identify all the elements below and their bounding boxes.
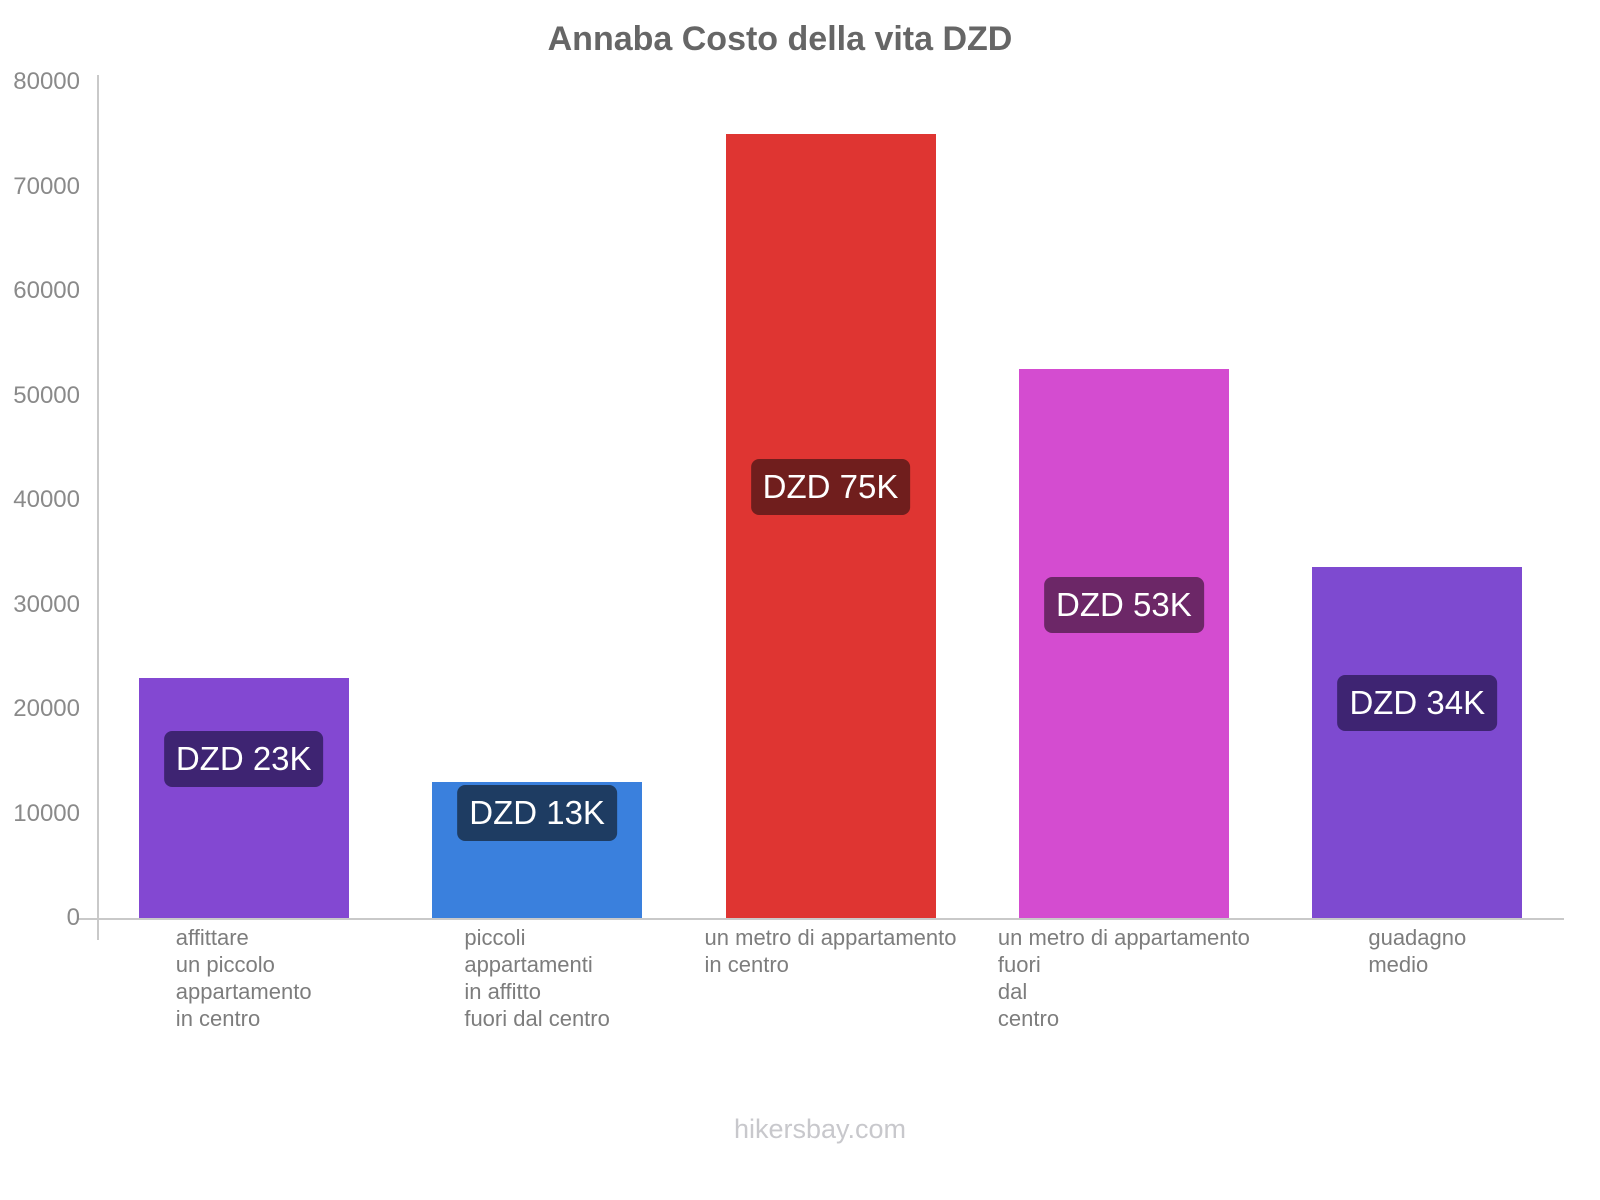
y-tick-label: 50000 [13,381,80,409]
y-tick-label: 0 [66,904,80,931]
x-axis-line [97,918,1564,920]
bar-3: DZD 75K [725,134,936,918]
chart-title: Annaba Costo della vita DZD [547,20,1013,58]
y-axis-line [97,75,99,940]
zero-tick-mark [78,918,97,920]
bar-value-label-1: DZD 23K [163,730,324,787]
bar-value-label-2: DZD 13K [457,785,617,842]
y-tick-label: 10000 [13,799,80,827]
y-tick-label: 40000 [13,486,80,513]
bar-4: DZD 53K [1018,369,1229,918]
y-tick-label: 70000 [13,172,80,200]
x-category-label-2: piccoli appartamenti in affitto fuori da… [464,925,610,1031]
x-category-label-3: un metro di appartamento in centro [704,925,957,977]
bar-value-label-5: DZD 34K [1337,675,1498,732]
bar-value-label-3: DZD 75K [750,459,911,516]
x-category-label-5: guadagno medio [1368,925,1467,977]
bar-1: DZD 23K [138,677,349,918]
x-category-label-1: affittare un piccolo appartamento in cen… [175,925,312,1031]
y-tick-label: 60000 [13,277,80,304]
x-category-label-4: un metro di appartamento fuori dal centr… [997,925,1250,1031]
bar-value-label-4: DZD 53K [1044,576,1204,633]
y-tick-label: 30000 [13,590,80,618]
watermark-hikersbay: hikersbay.com [733,1114,907,1144]
bar-2: DZD 13K [432,782,643,918]
y-tick-label: 20000 [13,695,80,722]
y-tick-label: 80000 [13,68,80,95]
bar-5: DZD 34K [1312,566,1523,918]
